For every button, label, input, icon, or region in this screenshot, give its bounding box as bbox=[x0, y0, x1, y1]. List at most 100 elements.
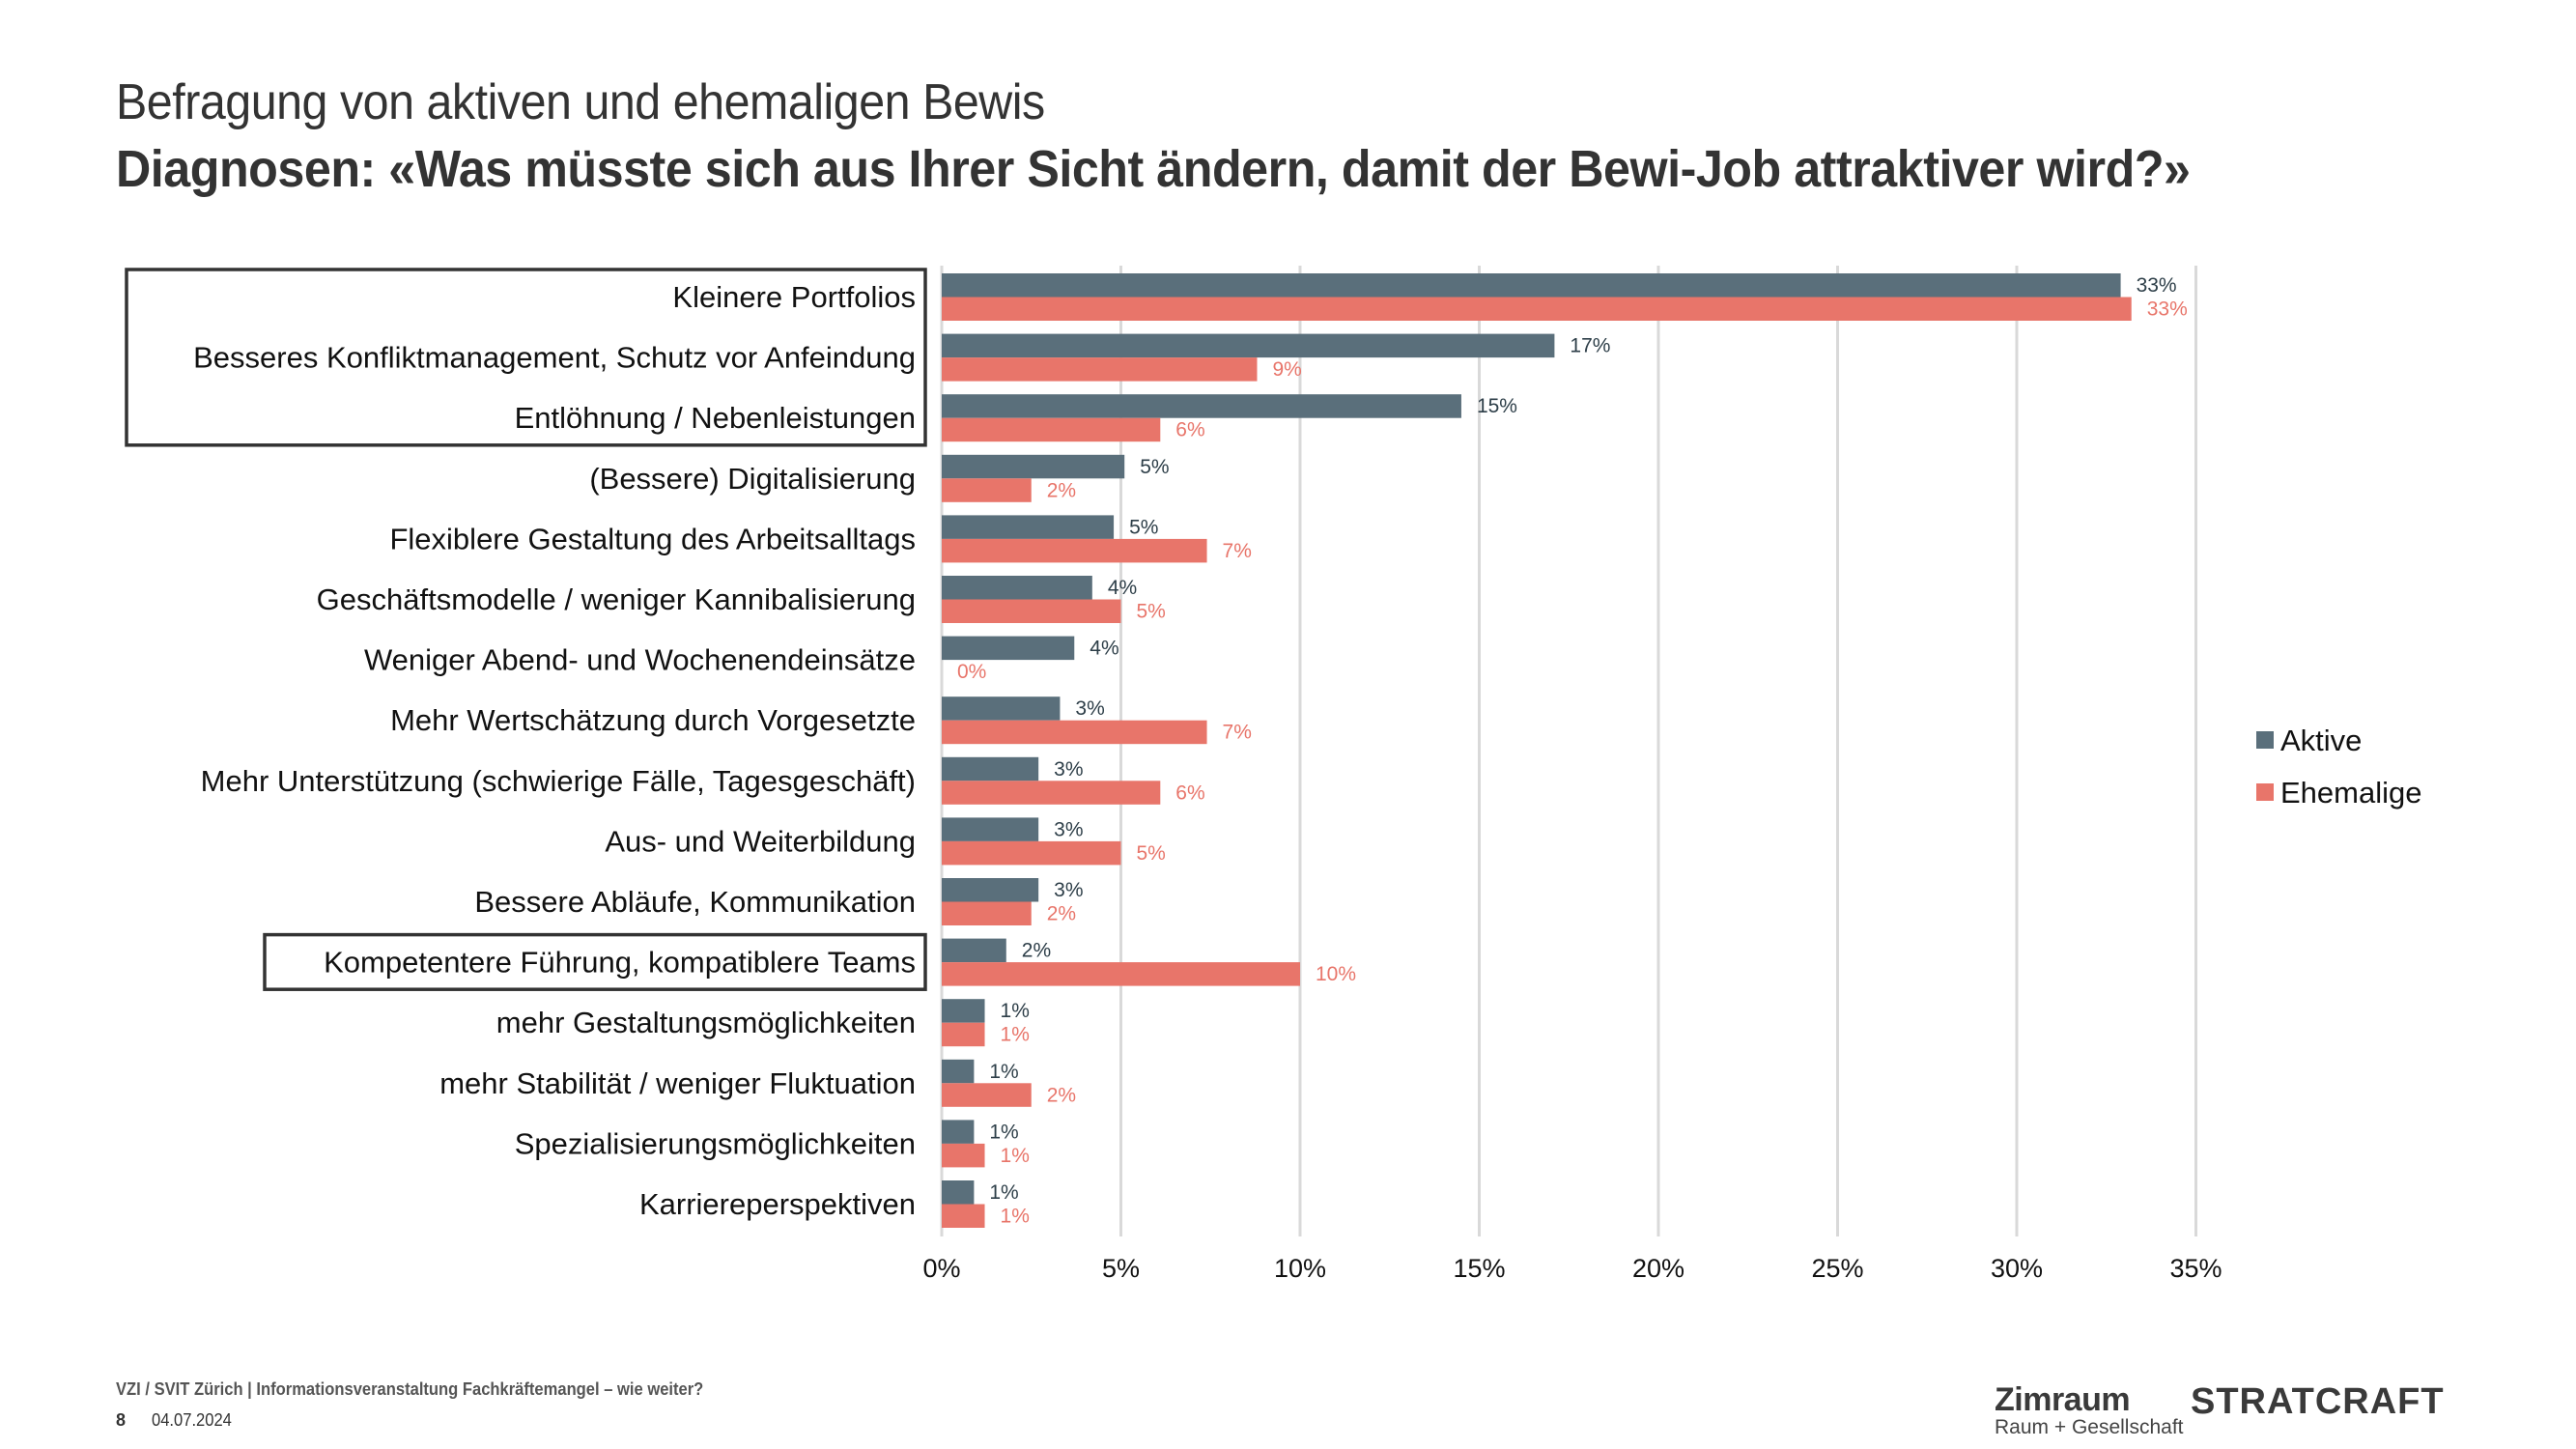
highlight-box bbox=[125, 268, 927, 447]
footer-date: 04.07.2024 bbox=[152, 1410, 232, 1430]
value-label-aktive: 1% bbox=[1001, 1000, 1030, 1022]
bar-ehemalige bbox=[942, 840, 1121, 866]
legend-swatch-aktive bbox=[2256, 731, 2274, 749]
bar-ehemalige bbox=[942, 538, 1207, 563]
bar-ehemalige bbox=[942, 357, 1258, 382]
value-label-aktive: 2% bbox=[1022, 940, 1051, 962]
bar-aktive bbox=[942, 817, 1039, 841]
value-label-aktive: 1% bbox=[989, 1121, 1018, 1143]
highlight-box bbox=[263, 932, 927, 991]
bar-ehemalige bbox=[942, 781, 1161, 805]
bar-ehemalige bbox=[942, 720, 1207, 745]
x-tick-label: 25% bbox=[1811, 1254, 1863, 1283]
gridlines bbox=[940, 266, 2197, 1236]
footer-event: VZI / SVIT Zürich | Informationsveransta… bbox=[116, 1379, 704, 1399]
slide-title: Befragung von aktiven und ehemaligen Bew… bbox=[116, 74, 1045, 130]
category-labels: Kleinere Portfolios Besseres Konfliktmana… bbox=[193, 280, 916, 1221]
category-label: Kompetentere Führung, kompatiblere Teams bbox=[324, 946, 916, 980]
bar-ehemalige bbox=[942, 1204, 985, 1228]
value-label-aktive: 33% bbox=[2137, 274, 2177, 297]
value-label-ehemalige: 7% bbox=[1223, 540, 1252, 562]
bar-ehemalige bbox=[942, 1083, 1032, 1107]
bar-aktive bbox=[942, 454, 1125, 479]
value-label-aktive: 5% bbox=[1129, 516, 1158, 538]
value-label-aktive: 3% bbox=[1054, 818, 1083, 840]
bar-aktive bbox=[942, 1059, 975, 1084]
category-label: Aus- und Weiterbildung bbox=[605, 824, 916, 858]
category-label: Besseres Konfliktmanagement, Schutz vor … bbox=[193, 341, 916, 375]
category-label: Weniger Abend- und Wochenendeinsätze bbox=[364, 643, 916, 677]
x-tick-label: 5% bbox=[1102, 1254, 1140, 1283]
category-label: Kleinere Portfolios bbox=[672, 280, 916, 314]
bar-ehemalige bbox=[942, 1143, 985, 1168]
bar-aktive bbox=[942, 333, 1555, 358]
value-label-ehemalige: 2% bbox=[1047, 479, 1076, 501]
x-tick-label: 15% bbox=[1453, 1254, 1505, 1283]
category-label: Geschäftsmodelle / weniger Kannibalisier… bbox=[317, 582, 916, 616]
bar-aktive bbox=[942, 756, 1039, 781]
category-label: mehr Gestaltungsmöglichkeiten bbox=[496, 1006, 916, 1039]
value-label-aktive: 15% bbox=[1477, 395, 1517, 417]
x-tick-label: 20% bbox=[1632, 1254, 1684, 1283]
bar-aktive bbox=[942, 515, 1115, 539]
value-label-aktive: 4% bbox=[1090, 638, 1118, 660]
bar-aktive bbox=[942, 938, 1006, 963]
category-label: Bessere Abläufe, Kommunikation bbox=[474, 885, 916, 919]
x-tick-label: 30% bbox=[1991, 1254, 2043, 1283]
value-label-ehemalige: 2% bbox=[1047, 903, 1076, 925]
category-label: (Bessere) Digitalisierung bbox=[589, 462, 916, 496]
zimraum-logo: Zimraum bbox=[1995, 1381, 2131, 1418]
bar-aktive bbox=[942, 273, 2121, 298]
page-number: 8 bbox=[116, 1410, 127, 1430]
x-tick-label: 10% bbox=[1274, 1254, 1326, 1283]
value-label-ehemalige: 5% bbox=[1137, 842, 1166, 865]
value-label-aktive: 17% bbox=[1570, 335, 1610, 357]
bar-ehemalige bbox=[942, 1022, 985, 1047]
x-axis-ticks: 0% 5% 10% 15% 20% 25% 30% 35% bbox=[922, 1254, 2222, 1283]
value-label-ehemalige: 6% bbox=[1175, 781, 1204, 804]
value-label-aktive: 4% bbox=[1108, 577, 1137, 599]
bar-ehemalige bbox=[942, 962, 1300, 986]
value-label-ehemalige: 5% bbox=[1137, 601, 1166, 623]
bar-ehemalige bbox=[942, 478, 1032, 502]
category-label: Flexiblere Gestaltung des Arbeitsalltags bbox=[389, 522, 916, 555]
value-label-aktive: 3% bbox=[1054, 758, 1083, 781]
category-label: Spezialisierungsmöglichkeiten bbox=[515, 1126, 916, 1160]
legend-swatch-ehemalige bbox=[2256, 783, 2274, 801]
bar-ehemalige bbox=[942, 901, 1032, 925]
value-label-aktive: 3% bbox=[1075, 697, 1104, 720]
category-label: mehr Stabilität / weniger Fluktuation bbox=[439, 1066, 916, 1100]
stratcraft-logo: STRATCRAFT bbox=[2191, 1381, 2445, 1422]
value-label-aktive: 1% bbox=[989, 1061, 1018, 1083]
value-label-ehemalige: 9% bbox=[1272, 358, 1301, 381]
bar-aktive bbox=[942, 636, 1075, 661]
bars bbox=[942, 273, 2132, 1228]
highlight-boxes bbox=[125, 268, 927, 991]
legend-label-ehemalige: Ehemalige bbox=[2280, 776, 2421, 810]
bar-aktive bbox=[942, 999, 985, 1023]
slide-subtitle: Diagnosen: «Was müsste sich aus Ihrer Si… bbox=[116, 140, 2191, 198]
value-labels: 33%33%17%9%15%6%5%2%5%7%4%5%4%0%3%7%3%6%… bbox=[957, 274, 2188, 1228]
value-label-ehemalige: 33% bbox=[2147, 298, 2188, 321]
value-label-ehemalige: 10% bbox=[1316, 963, 1356, 985]
value-label-ehemalige: 6% bbox=[1175, 419, 1204, 441]
zimraum-tagline: Raum + Gesellschaft bbox=[1995, 1416, 2184, 1438]
value-label-aktive: 1% bbox=[989, 1181, 1018, 1204]
value-label-ehemalige: 7% bbox=[1223, 722, 1252, 744]
bar-chart: Kleinere Portfolios Besseres Konfliktmana… bbox=[125, 266, 2421, 1283]
legend-label-aktive: Aktive bbox=[2280, 724, 2362, 757]
bar-aktive bbox=[942, 696, 1061, 721]
value-label-aktive: 3% bbox=[1054, 879, 1083, 901]
bar-ehemalige bbox=[942, 297, 2132, 321]
value-label-aktive: 5% bbox=[1140, 456, 1169, 478]
category-label: Entlöhnung / Nebenleistungen bbox=[515, 401, 916, 435]
bar-aktive bbox=[942, 1120, 975, 1144]
x-tick-label: 0% bbox=[922, 1254, 960, 1283]
category-label: Mehr Wertschätzung durch Vorgesetzte bbox=[390, 703, 916, 737]
bar-aktive bbox=[942, 394, 1461, 418]
value-label-ehemalige: 1% bbox=[1001, 1145, 1030, 1167]
bar-aktive bbox=[942, 1180, 975, 1205]
bar-aktive bbox=[942, 576, 1092, 600]
bar-ehemalige bbox=[942, 417, 1161, 442]
value-label-ehemalige: 1% bbox=[1001, 1024, 1030, 1046]
